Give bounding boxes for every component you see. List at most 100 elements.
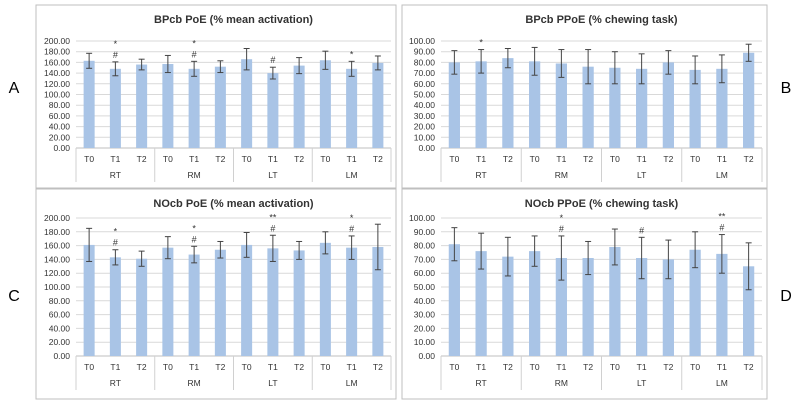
- y-tick-label: 140.00: [44, 254, 70, 264]
- significance-mark: #: [270, 55, 275, 65]
- significance-mark: **: [269, 212, 277, 222]
- bar: [609, 67, 621, 148]
- y-tick-label: 0.00: [53, 351, 70, 361]
- group-label: RT: [476, 170, 487, 180]
- y-tick-label: 40.00: [414, 296, 436, 306]
- group-label: RM: [555, 170, 568, 180]
- bar: [555, 258, 567, 356]
- bar: [109, 68, 121, 148]
- group-label: LM: [716, 378, 728, 388]
- chart-nocb-ppoe: NOcb PPoE (% chewing task) 0.00 10.00 20.00…: [401, 188, 768, 400]
- panel-letter-b: B: [781, 80, 792, 97]
- chart-title: NOcb PoE (% mean activation): [153, 198, 313, 210]
- bar: [502, 256, 514, 356]
- bar: [214, 249, 226, 356]
- bar: [346, 247, 358, 356]
- y-tick-label: 60.00: [414, 268, 436, 278]
- significance-mark: *: [350, 213, 354, 223]
- y-tick-label: 70.00: [414, 254, 436, 264]
- bar: [716, 68, 728, 148]
- y-tick-label: 60.00: [49, 310, 71, 320]
- y-tick-label: 20.00: [49, 337, 71, 347]
- bar: [83, 244, 95, 356]
- y-tick-label: 120.00: [44, 79, 70, 89]
- x-tick-label: T2: [503, 362, 513, 372]
- x-tick-label: T0: [610, 154, 620, 164]
- x-tick-label: T1: [268, 154, 278, 164]
- y-tick-label: 10.00: [414, 337, 436, 347]
- significance-mark: #: [113, 50, 118, 60]
- y-tick-label: 50.00: [414, 282, 436, 292]
- bar: [636, 258, 648, 356]
- x-tick-label: T2: [663, 362, 673, 372]
- y-tick-label: 0.00: [53, 143, 70, 153]
- significance-mark: *: [479, 38, 483, 48]
- x-tick-label: T0: [530, 362, 540, 372]
- bar: [188, 254, 200, 356]
- y-tick-label: 60.00: [49, 111, 71, 121]
- bar: [529, 251, 541, 356]
- chart-title: BPcb PoE (% mean activation): [154, 14, 313, 26]
- y-tick-label: 60.00: [414, 79, 436, 89]
- y-tick-label: 30.00: [414, 111, 436, 121]
- y-tick-label: 120.00: [44, 268, 70, 278]
- y-tick-label: 0.00: [418, 351, 435, 361]
- significance-mark: #: [559, 224, 564, 234]
- y-tick-label: 80.00: [414, 241, 436, 251]
- x-tick-label: T2: [373, 362, 383, 372]
- x-tick-label: T1: [717, 362, 727, 372]
- panel-letter-c: C: [8, 288, 20, 305]
- bar: [662, 259, 674, 356]
- y-tick-label: 10.00: [414, 132, 436, 142]
- x-tick-label: T2: [137, 154, 147, 164]
- x-tick-label: T0: [449, 362, 459, 372]
- group-label: LT: [637, 170, 646, 180]
- significance-mark: #: [113, 238, 118, 248]
- group-label: RT: [476, 378, 487, 388]
- bar: [293, 65, 305, 148]
- x-tick-label: T0: [690, 154, 700, 164]
- y-tick-label: 80.00: [414, 57, 436, 67]
- x-tick-label: T1: [347, 362, 357, 372]
- panel-letter-a: A: [9, 80, 20, 97]
- bar: [241, 244, 253, 356]
- chart-title: BPcb PPoE (% chewing task): [525, 14, 678, 26]
- chart-nocb-poe: NOcb PoE (% mean activation) 0.00 20.00 40.…: [35, 188, 397, 400]
- y-tick-label: 40.00: [414, 100, 436, 110]
- chart-bpcb-ppoe: BPcb PPoE (% chewing task) 0.0010.0020.00…: [401, 4, 768, 189]
- x-tick-label: T0: [690, 362, 700, 372]
- bar: [267, 73, 279, 148]
- group-label: RM: [188, 170, 201, 180]
- group-label: LM: [346, 170, 358, 180]
- x-tick-label: T2: [744, 154, 754, 164]
- y-tick-label: 80.00: [49, 296, 71, 306]
- x-tick-label: T1: [637, 154, 647, 164]
- x-tick-label: T1: [637, 362, 647, 372]
- bar: [319, 242, 331, 356]
- x-tick-label: T1: [110, 362, 120, 372]
- y-tick-label: 20.00: [414, 323, 436, 333]
- group-label: LT: [268, 170, 277, 180]
- significance-mark: *: [114, 39, 118, 49]
- significance-mark: #: [192, 49, 197, 59]
- y-tick-label: 20.00: [414, 122, 436, 132]
- bar: [241, 59, 253, 148]
- bar: [743, 266, 755, 356]
- x-tick-label: T2: [294, 362, 304, 372]
- x-tick-label: T2: [583, 154, 593, 164]
- x-tick-label: T0: [163, 362, 173, 372]
- x-tick-label: T1: [476, 362, 486, 372]
- x-tick-label: T2: [215, 362, 225, 372]
- x-tick-label: T0: [320, 362, 330, 372]
- significance-mark: #: [349, 224, 354, 234]
- y-tick-label: 40.00: [49, 122, 71, 132]
- bar: [662, 62, 674, 148]
- x-tick-label: T1: [110, 154, 120, 164]
- x-tick-label: T0: [84, 154, 94, 164]
- bar: [555, 63, 567, 148]
- bar: [582, 258, 594, 356]
- x-tick-label: T1: [556, 154, 566, 164]
- group-label: RT: [110, 170, 121, 180]
- x-tick-label: T0: [242, 154, 252, 164]
- chart-bpcb-poe: BPcb PoE (% mean activation) 0.0020.0040.…: [35, 4, 397, 189]
